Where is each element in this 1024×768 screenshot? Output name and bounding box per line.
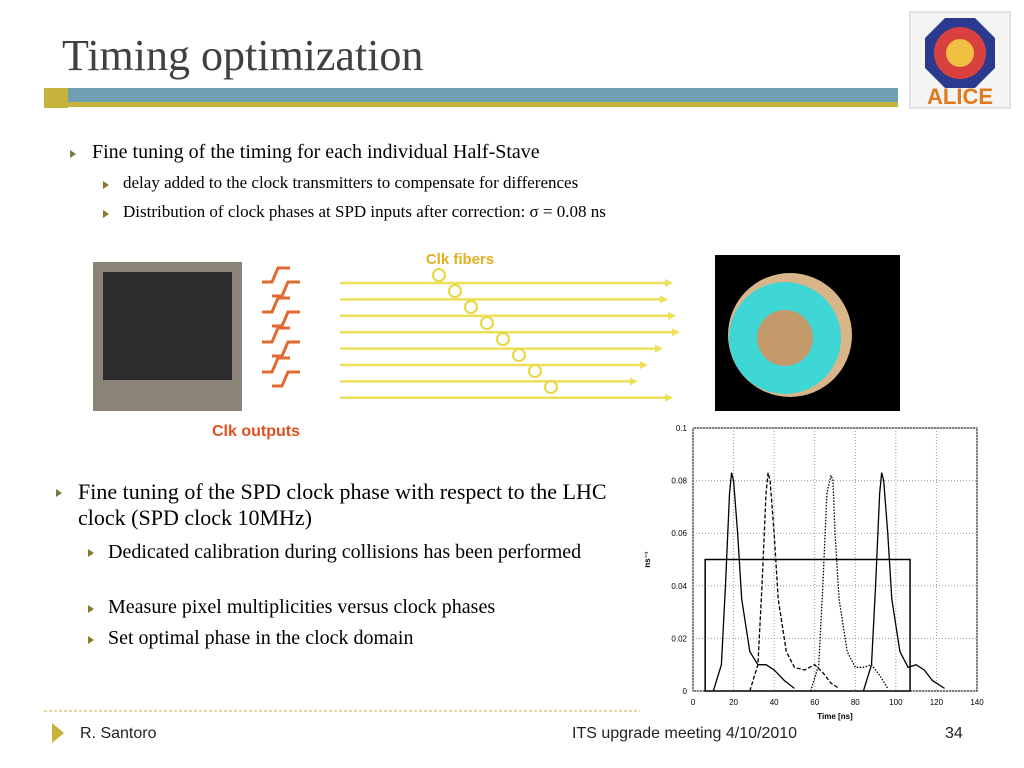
y-tick-label: 0.08	[671, 477, 687, 486]
footer-author: R. Santoro	[80, 725, 157, 742]
x-tick-label: 0	[691, 698, 696, 707]
series-line	[712, 472, 795, 692]
x-tick-label: 120	[930, 698, 944, 707]
y-tick-label: 0	[683, 687, 688, 696]
bullet: Fine tuning of the timing for each indiv…	[70, 141, 540, 163]
title-bar-accent	[44, 88, 68, 108]
bullet: Fine tuning of the SPD clock phase with …	[56, 479, 618, 531]
fibers-label: Clk fibers	[426, 251, 494, 268]
title-bar-underline	[68, 102, 898, 107]
fiber-node	[496, 332, 510, 346]
fiber-arrowhead	[640, 361, 648, 369]
x-tick-label: 140	[970, 698, 984, 707]
rack-photo-interior	[103, 272, 232, 380]
y-tick-label: 0.02	[671, 634, 687, 643]
fiber-node	[544, 380, 558, 394]
fiber-node	[432, 268, 446, 282]
fiber-arrowhead	[655, 344, 663, 353]
fiber-node	[480, 316, 494, 330]
x-tick-label: 40	[770, 698, 779, 707]
sub-bullet: Measure pixel multiplicities versus cloc…	[87, 596, 496, 618]
y-tick-label: 0.1	[676, 424, 688, 433]
sub-bullet: Dedicated calibration during collisions …	[88, 540, 618, 564]
logo: ALICE	[909, 11, 1011, 109]
fiber-arrowhead	[665, 393, 673, 402]
footer-page: 34	[945, 725, 963, 742]
series-line	[862, 472, 945, 692]
slide-title: Timing optimization	[62, 31, 423, 80]
footer-event: ITS upgrade meeting 4/10/2010	[572, 725, 797, 742]
detector-core	[757, 310, 813, 366]
x-axis-label: Time [ns]	[817, 712, 853, 721]
fiber-node	[512, 348, 526, 362]
sub-bullet: Distribution of clock phases at SPD inpu…	[103, 202, 606, 221]
title-bar	[68, 88, 898, 102]
logo-text: ALICE	[927, 84, 993, 109]
clock-edge	[262, 296, 290, 314]
fiber-arrowhead	[668, 311, 676, 320]
sub-bullet: delay added to the clock transmitters to…	[102, 173, 579, 192]
y-tick-label: 0.04	[671, 582, 687, 591]
fiber-node	[448, 284, 462, 298]
fiber-arrowhead	[660, 295, 668, 304]
y-axis-label: ns⁻¹	[643, 551, 652, 568]
fiber-node	[528, 364, 542, 378]
clock-edge	[272, 280, 300, 298]
clock-edge	[272, 370, 300, 388]
clock-edge	[262, 266, 290, 284]
x-tick-label: 60	[810, 698, 819, 707]
x-tick-label: 20	[729, 698, 738, 707]
x-tick-label: 100	[889, 698, 903, 707]
fiber-arrowhead	[672, 328, 680, 337]
fiber-arrowhead	[630, 377, 638, 386]
series-line	[749, 472, 840, 692]
clock-edge	[272, 310, 300, 328]
footer-marker	[52, 723, 64, 743]
clock-edge	[262, 326, 290, 344]
y-tick-label: 0.06	[671, 529, 687, 538]
fiber-arrowhead	[665, 279, 673, 287]
clock-edge	[262, 356, 290, 374]
clock-edge	[272, 340, 300, 358]
outputs-label: Clk outputs	[212, 423, 300, 440]
sub-bullet: Set optimal phase in the clock domain	[88, 627, 414, 649]
x-tick-label: 80	[851, 698, 860, 707]
fiber-node	[464, 300, 478, 314]
window-box	[704, 558, 911, 692]
